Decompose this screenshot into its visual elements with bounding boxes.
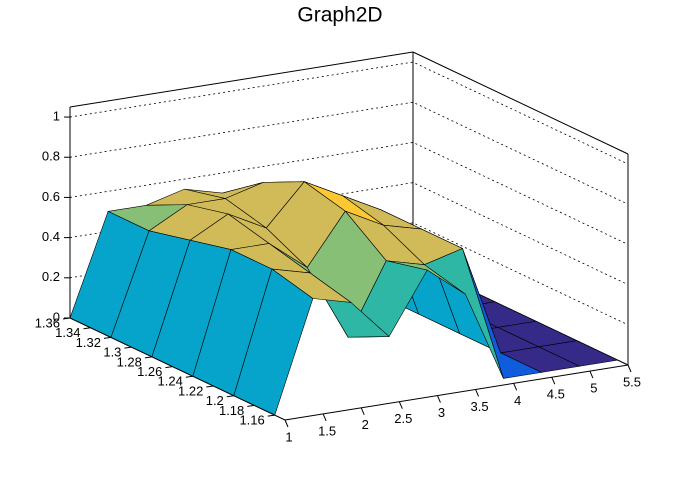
x-tick bbox=[322, 413, 327, 422]
axis-edge bbox=[412, 51, 629, 155]
grid-line bbox=[69, 142, 629, 245]
x-tick bbox=[627, 364, 632, 373]
x-tick-label: 3 bbox=[438, 405, 445, 420]
x-tick-label: 2 bbox=[362, 417, 369, 432]
z-tick-label: 1 bbox=[53, 108, 60, 123]
z-tick-label: 0.4 bbox=[42, 229, 60, 244]
x-tick-label: 3.5 bbox=[471, 399, 489, 414]
z-tick-label: 0.6 bbox=[42, 189, 60, 204]
y-tick-label: 1.36 bbox=[35, 315, 60, 330]
x-tick bbox=[436, 395, 441, 403]
y-axis bbox=[69, 317, 286, 421]
grid-line bbox=[69, 101, 629, 205]
y-tick-label: 1.24 bbox=[158, 374, 183, 389]
x-tick-label: 4.5 bbox=[547, 387, 565, 402]
y-tick bbox=[226, 395, 234, 398]
y-tick-label: 1.3 bbox=[103, 345, 121, 360]
z-tick-label: 0.2 bbox=[42, 269, 60, 284]
y-tick-label: 1.26 bbox=[137, 364, 162, 379]
x-tick bbox=[360, 407, 365, 415]
x-tick bbox=[589, 370, 594, 379]
x-tick-label: 1.5 bbox=[318, 423, 336, 438]
x-tick bbox=[551, 377, 556, 385]
y-tick bbox=[247, 404, 255, 407]
x-tick bbox=[475, 389, 480, 397]
y-tick-label: 1.32 bbox=[76, 335, 101, 350]
z-tick-label: 0 bbox=[53, 309, 60, 324]
y-tick bbox=[206, 385, 214, 388]
x-tick bbox=[284, 419, 289, 428]
z-tick-label: 0.8 bbox=[42, 149, 60, 164]
x-tick-label: 5.5 bbox=[623, 374, 641, 389]
y-tick-label: 1.18 bbox=[219, 403, 244, 418]
y-tick bbox=[267, 414, 275, 417]
y-tick-label: 1.16 bbox=[239, 413, 264, 428]
y-tick bbox=[83, 327, 91, 330]
grid-line bbox=[69, 61, 629, 165]
x-tick-label: 5 bbox=[590, 381, 597, 396]
axis-edge bbox=[69, 51, 414, 108]
x-tick bbox=[398, 401, 403, 409]
y-tick bbox=[185, 375, 193, 378]
y-tick bbox=[62, 317, 71, 320]
y-tick-label: 1.28 bbox=[117, 354, 142, 369]
y-tick bbox=[144, 356, 152, 359]
y-tick bbox=[103, 336, 112, 339]
x-tick-label: 4 bbox=[514, 393, 521, 408]
y-tick bbox=[165, 366, 173, 369]
y-tick-label: 1.34 bbox=[55, 325, 80, 340]
x-tick bbox=[513, 383, 518, 391]
y-tick-label: 1.22 bbox=[178, 383, 203, 398]
chart-title: Graph2D bbox=[297, 4, 382, 27]
x-tick-label: 1 bbox=[285, 429, 292, 444]
x-axis bbox=[284, 364, 629, 421]
x-tick-label: 2.5 bbox=[394, 411, 412, 426]
y-tick bbox=[124, 346, 132, 349]
y-tick-label: 1.2 bbox=[206, 393, 224, 408]
